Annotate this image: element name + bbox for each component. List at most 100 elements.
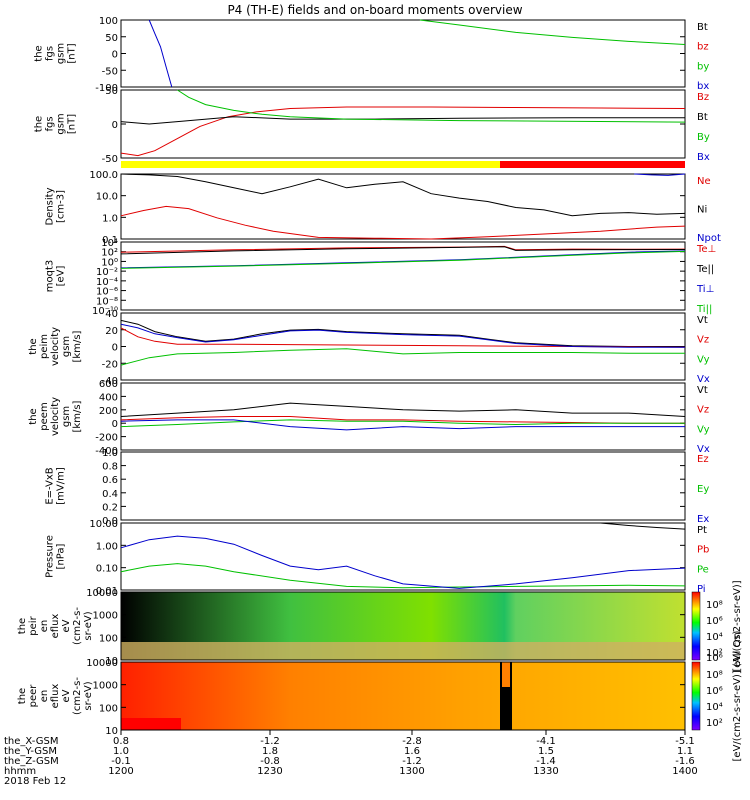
region-bar-red	[500, 161, 685, 168]
y-axis-label: [km/s]	[72, 400, 83, 432]
y-tick-label: 1.0	[102, 213, 118, 224]
ephemeris-value: -1.4	[536, 756, 556, 767]
legend-label: Bt	[697, 22, 708, 33]
y-tick-label: 10000	[86, 658, 118, 669]
panel-9: 10⁸ 10⁶ 10⁴ 10² [eV/(cm2-s-sr-eV)] 10000 1000 1…	[17, 580, 743, 671]
y-axis-label: peem	[39, 402, 50, 430]
y-tick-label: 10²	[101, 248, 118, 259]
series-line-Bz	[120, 106, 686, 157]
series-line-Vy	[120, 419, 685, 428]
y-tick-label: 1000	[93, 611, 118, 622]
y-axis-label: [nT]	[67, 43, 78, 63]
panel-3: 100.0 10.0 1.0 0.1 Density [cm-3] Ne Ni Npot	[45, 170, 721, 246]
y-axis-label: (cm2-s-	[72, 677, 83, 715]
y-tick-label: 10	[105, 656, 118, 667]
y-tick-label: 10⁻⁸	[96, 296, 118, 307]
y-tick-label: -50	[102, 154, 118, 165]
colorbar-10: 10⁸ 10⁶ 10⁴ 10² [eV/(cm2-s-sr-eV)] (All Qs) 1…	[691, 630, 743, 761]
y-axis-label: the	[28, 408, 39, 424]
y-tick-label: 100	[99, 16, 118, 27]
y-tick-label: 20	[105, 326, 118, 337]
series-group	[120, 522, 686, 589]
y-tick-label: -50	[102, 66, 118, 77]
y-axis-label: sr-eV)	[83, 681, 94, 710]
y-axis-label: velocity	[50, 397, 61, 436]
series-line-Te||	[120, 246, 686, 255]
y-axis-label: [nPa]	[56, 543, 67, 569]
ephemeris-value: 1200	[108, 766, 133, 777]
colorbar-label: [eV/(cm2-s-sr-eV)]	[732, 580, 743, 671]
legend-label: Ne	[697, 176, 711, 187]
legend-label: By	[697, 132, 710, 143]
y-axis-label: the	[17, 688, 28, 704]
y-axis-label: gsm	[61, 336, 72, 357]
y-tick-label: -20	[102, 359, 118, 370]
series-group	[120, 245, 686, 269]
panel-1: 100 50 0 -50 -100 the fgs gsm [nT] Bt bz by bx	[34, 16, 710, 94]
y-tick-label: 0	[112, 343, 118, 354]
y-axis-label: Pressure	[45, 535, 56, 578]
y-tick-label: 0.8	[102, 462, 118, 473]
series-group	[120, 173, 686, 240]
colorbar-scale	[691, 591, 701, 661]
y-tick-label: -200	[95, 433, 118, 444]
legend-label: Ex	[697, 514, 709, 525]
ephemeris-value: 1.8	[262, 746, 278, 757]
y-tick-label: 10⁻⁴	[96, 277, 118, 288]
time-axis-labels: the_X-GSM 0.8 -1.2 -2.8 -4.1 -5.1 the_Y-GSM 1.0…	[4, 730, 698, 787]
legend-label: bx	[697, 81, 709, 92]
spectrogram-low-band	[121, 642, 685, 660]
y-axis-label: velocity	[50, 327, 61, 366]
y-axis-label: peer	[28, 684, 39, 708]
series-line-Pi	[120, 535, 686, 589]
y-tick-label: 0.2	[102, 502, 118, 513]
y-axis-label: moqt3	[45, 260, 56, 293]
colorbar-top-tick: 10⁶	[706, 653, 723, 664]
region-bar-yellow	[121, 161, 500, 168]
y-tick-label: 0.0	[102, 516, 118, 527]
y-tick-label: 10⁰	[101, 257, 118, 268]
y-axis-label: the	[17, 618, 28, 634]
legend-label: Pe	[697, 564, 709, 575]
y-tick-label: -40	[102, 376, 118, 387]
legend-label: Bz	[697, 92, 709, 103]
y-axis-label: eV	[61, 689, 72, 702]
legend-label: Ti||	[696, 304, 712, 315]
panel-8: 10.00 1.00 0.10 0.01 Pressure [nPa] Pt Pb Pe Pi	[45, 519, 710, 597]
ephemeris-row-label: the_X-GSM	[4, 736, 58, 747]
ephemeris-row-label: hhmm	[4, 766, 36, 777]
y-axis-label: en	[39, 690, 50, 703]
ephemeris-row-label: the_Y-GSM	[4, 746, 57, 757]
y-tick-label: 1000	[93, 681, 118, 692]
legend-label: Bt	[697, 112, 708, 123]
legend-label: Pb	[697, 545, 709, 556]
legend-label: Te||	[696, 264, 714, 275]
series-line-Vy	[120, 348, 685, 366]
legend-label: Bx	[697, 152, 710, 163]
ephemeris-value: 1330	[533, 766, 558, 777]
panel-frame	[120, 591, 686, 661]
series-group	[120, 89, 686, 157]
legend-label: Vy	[697, 424, 710, 435]
panel-5: 40 20 0 -20 -40 the peim velocity gsm [km/s] Vt Vz V…	[28, 309, 710, 387]
series-line-Vx	[120, 419, 685, 431]
legend-label: Vt	[697, 385, 708, 396]
series-line-Ti⊥	[120, 250, 686, 269]
ephemeris-row-label: the_Z-GSM	[4, 756, 59, 767]
ephemeris-value: -1.6	[675, 756, 695, 767]
ephemeris-value: -4.1	[536, 736, 556, 747]
panel-frame	[120, 241, 686, 311]
y-axis-label: [eV]	[56, 266, 67, 287]
legend-label: Npot	[697, 233, 721, 244]
y-tick-label: 10⁻¹⁰	[92, 306, 118, 317]
legend-label: Ni	[697, 205, 707, 216]
y-axis-label: en	[39, 620, 50, 633]
series-line-Vt	[120, 402, 686, 417]
colorbar-tick-label: 10⁶	[706, 616, 723, 627]
y-tick-label: 0.4	[102, 489, 118, 500]
y-axis-label: the	[34, 116, 45, 132]
colorbar-tick-label: 10²	[706, 648, 723, 659]
y-tick-label: 50	[105, 86, 118, 97]
y-axis-label: (cm2-s-	[72, 607, 83, 645]
